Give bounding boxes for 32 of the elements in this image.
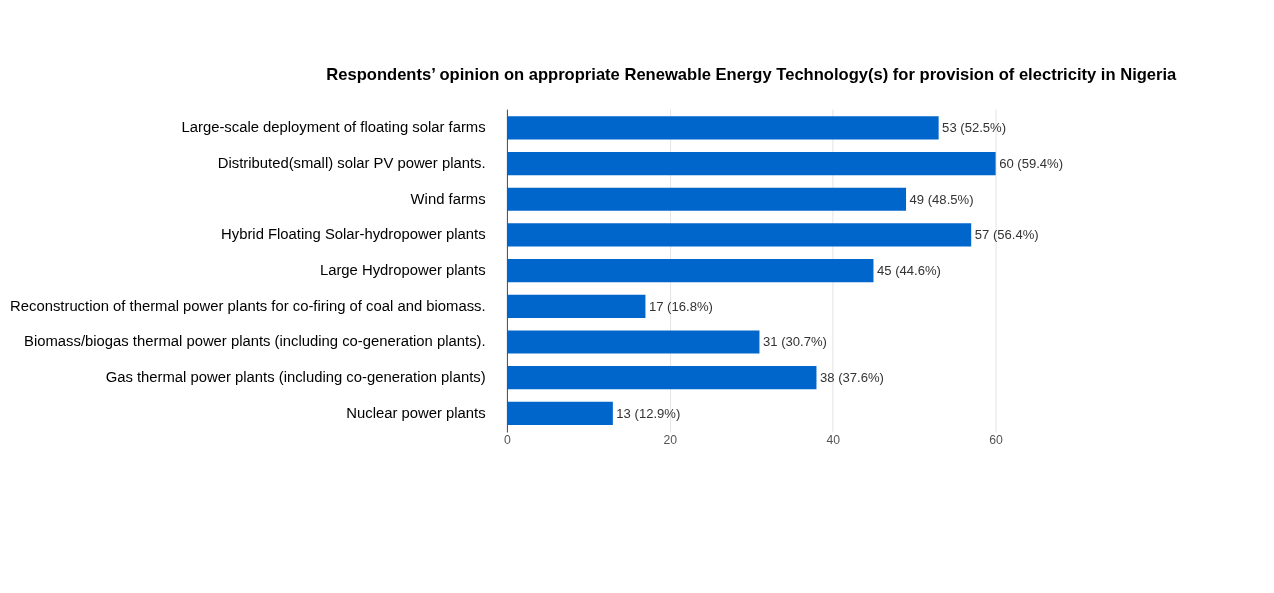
x-tick-label: 0 [504,432,512,447]
y-tick-label: Large Hydropower plants [319,261,486,278]
y-tick-label: Wind farms [410,190,486,207]
y-tick-label: Nuclear power plants [346,404,486,421]
bar [506,152,996,176]
bar [506,401,613,425]
bar [506,294,646,318]
bar [506,116,939,140]
y-tick-label: Biomass/biogas thermal power plants (including co-generation plants). [24,333,486,350]
x-tick-label: 60 [989,432,1004,447]
data-label: 17 (16.8%) [648,298,713,314]
data-label: 53 (52.5%) [942,120,1007,136]
x-tick-label: 40 [826,432,841,447]
data-label: 45 (44.6%) [876,262,941,278]
bar [506,330,760,354]
data-label: 38 (37.6%) [819,370,884,386]
x-tick-label: 20 [663,432,678,447]
data-label: 60 (59.4%) [999,155,1064,171]
y-tick-label: Hybrid Floating Solar-hydropower plants [221,226,486,243]
chart-title: Respondents’ opinion on appropriate Renewable Energy Technology(s) for provision of electricity in Nigeria [326,64,1178,84]
y-tick-label: Gas thermal power plants (including co-generation plants) [105,369,486,386]
y-tick-label: Reconstruction of thermal power plants for co-firing of coal and biomass. [10,297,486,314]
y-tick-label: Large-scale deployment of floating solar farms [181,119,486,136]
bar [506,223,972,247]
data-label: 57 (56.4%) [974,227,1039,243]
data-label: 13 (12.9%) [616,405,681,421]
y-tick-label: Distributed(small) solar PV power plants. [217,154,486,171]
bar [506,366,817,390]
data-label: 31 (30.7%) [762,334,827,350]
data-label: 49 (48.5%) [909,191,974,207]
bar [506,187,907,211]
bar [506,259,874,283]
